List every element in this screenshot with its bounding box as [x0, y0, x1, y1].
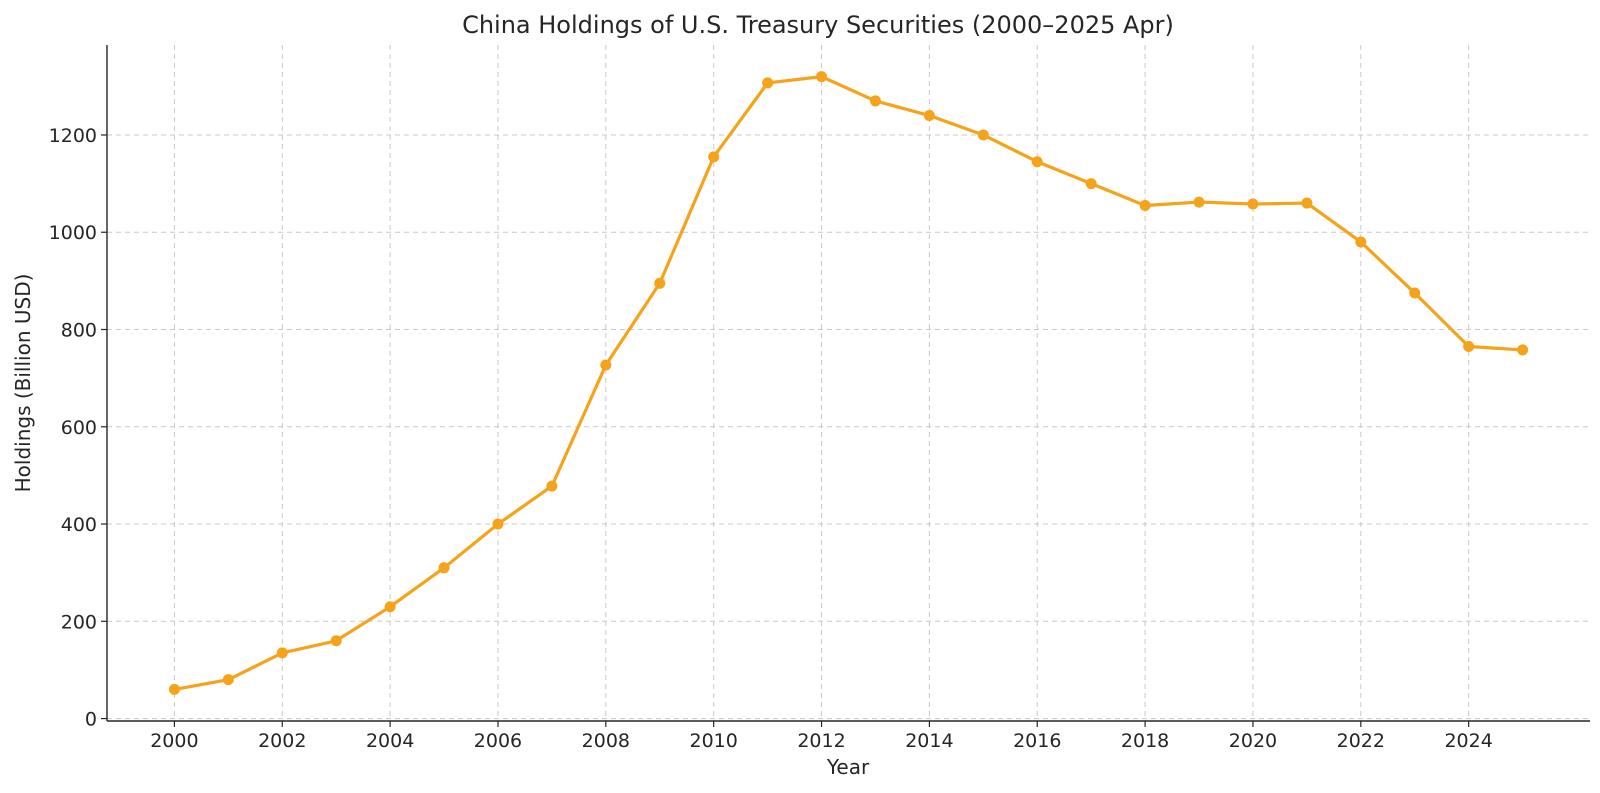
- y-axis-label: Holdings (Billion USD): [11, 274, 35, 493]
- axes: [106, 45, 1590, 722]
- data-point: [977, 129, 989, 141]
- data-point: [168, 683, 180, 695]
- data-point: [923, 110, 935, 122]
- data-point: [1085, 178, 1097, 190]
- chart-title: China Holdings of U.S. Treasury Securiti…: [462, 11, 1174, 39]
- data-point: [330, 635, 342, 647]
- x-tick-label: 2004: [366, 730, 414, 752]
- data-point: [276, 647, 288, 659]
- x-tick-label: 2002: [258, 730, 306, 752]
- data-point: [546, 480, 558, 492]
- data-point: [1463, 341, 1475, 353]
- x-tick-label: 2014: [905, 730, 953, 752]
- y-tick-label: 1000: [49, 222, 97, 244]
- x-tick-label: 2018: [1121, 730, 1169, 752]
- y-tick-label: 1200: [49, 125, 97, 147]
- data-point: [384, 601, 396, 613]
- data-point: [1355, 236, 1367, 248]
- y-tick-label: 800: [61, 320, 97, 342]
- x-tick-label: 2008: [582, 730, 630, 752]
- y-tick-label: 0: [85, 709, 97, 731]
- x-tick-label: 2016: [1013, 730, 1061, 752]
- y-tick-label: 200: [61, 611, 97, 633]
- data-point: [708, 151, 720, 163]
- x-tick-label: 2020: [1229, 730, 1277, 752]
- grid-lines: [107, 45, 1590, 721]
- x-tick-label: 2022: [1337, 730, 1385, 752]
- data-point: [1139, 199, 1151, 211]
- data-point: [1193, 196, 1205, 208]
- data-point: [1517, 344, 1529, 356]
- y-tick-label: 400: [61, 514, 97, 536]
- data-point: [762, 77, 774, 89]
- data-point: [869, 95, 881, 107]
- data-point: [222, 674, 234, 686]
- x-tick-label: 2024: [1444, 730, 1492, 752]
- x-tick-label: 2006: [474, 730, 522, 752]
- data-point: [438, 562, 450, 574]
- series-line: [172, 75, 1525, 691]
- x-axis-label: Year: [826, 755, 870, 779]
- data-point: [654, 277, 666, 289]
- x-tick-label: 2010: [690, 730, 738, 752]
- series-layer: [168, 71, 1529, 695]
- x-tick-label: 2012: [797, 730, 845, 752]
- x-ticks: 2000 2002 2004 2006 2008 2010 2012 2014 2016 2018…: [150, 721, 1493, 752]
- data-point: [1409, 287, 1421, 299]
- data-point: [1031, 156, 1043, 168]
- data-point: [492, 518, 504, 530]
- data-point: [1301, 197, 1313, 209]
- data-point: [816, 71, 828, 83]
- y-ticks: 0 200 400 600 800 1000 1200: [49, 125, 107, 731]
- y-tick-label: 600: [61, 417, 97, 439]
- x-tick-label: 2000: [150, 730, 198, 752]
- data-point: [600, 359, 612, 371]
- data-point: [1247, 198, 1259, 210]
